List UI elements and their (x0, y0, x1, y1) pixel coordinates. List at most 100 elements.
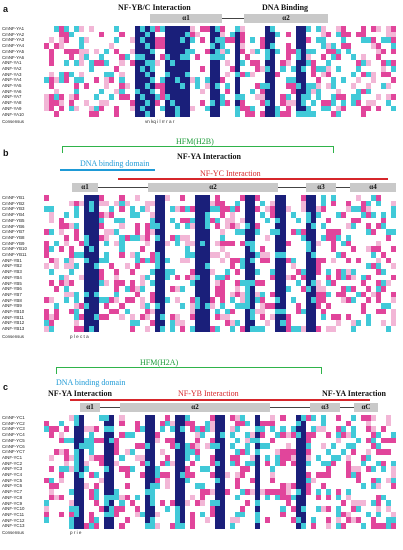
nfya-interaction-label-c-right: NF-YA Interaction (322, 389, 386, 398)
helix-c-ac-box: αC (354, 403, 378, 412)
alignment-row (44, 314, 397, 321)
alignment-row (44, 426, 397, 433)
alignment-row (44, 60, 397, 66)
alignment-block-c (44, 415, 397, 529)
alignment-row (44, 291, 397, 298)
alignment-row (44, 217, 397, 224)
hfm-h2b-bracket (62, 146, 334, 153)
alignment-row (44, 229, 397, 235)
alignment-row (44, 500, 397, 506)
alignment-row (44, 263, 397, 269)
nfya-interaction-label-c-left: NF-YA Interaction (48, 389, 112, 398)
alignment-row (44, 246, 397, 252)
nfyc-interaction-label: NF-YC Interaction (200, 169, 261, 178)
helix-connector-b1 (98, 187, 148, 188)
alignment-row (44, 506, 397, 512)
helix-connector-c2 (270, 407, 310, 408)
panel-c: c HFM(H2A) DNA binding domain NF-YA Inte… (0, 356, 403, 550)
helix-b-a1-box: α1 (72, 183, 98, 192)
alignment-row (44, 308, 397, 315)
sequence-names-b: CmNF-YB1 CmNF-YB2 CmNF-YB3 CmNF-YB4 CmNF-Y… (2, 195, 27, 332)
alignment-row (44, 43, 397, 49)
alignment-row (44, 437, 397, 444)
alignment-row (44, 523, 397, 529)
alignment-row (44, 82, 397, 89)
helix-a1-box: α1 (150, 14, 222, 23)
alignment-row (44, 268, 397, 275)
helix-connector-c3 (340, 407, 354, 408)
alignment-row (44, 325, 397, 332)
hfm-h2a-bracket (56, 367, 322, 374)
dna-binding-line-b (60, 169, 155, 171)
alignment-row (44, 471, 397, 478)
nfyb-interaction-line (70, 399, 370, 401)
panel-letter-c: c (3, 382, 9, 392)
dna-binding-domain-label-b: DNA binding domain (80, 159, 150, 168)
alignment-row (44, 206, 397, 213)
alignment-row (44, 212, 397, 218)
alignment-row (44, 26, 397, 32)
panel-letter-a: a (3, 4, 9, 14)
alignment-row (44, 195, 397, 201)
alignment-row (44, 251, 397, 258)
consensus-label-a: Consensus (2, 119, 24, 124)
alignment-row (44, 77, 397, 83)
alignment-row (44, 37, 397, 44)
alignment-block-a (44, 26, 397, 117)
alignment-row (44, 31, 397, 38)
consensus-text-a: vn kq i l rr r a r (145, 119, 175, 124)
panel-b: b HFM(H2B) NF-YA Interaction DNA binding… (0, 137, 403, 353)
alignment-row (44, 200, 397, 207)
consensus-text-c: p r i e (70, 530, 82, 535)
sequence-names-a: CmNF-YA1 CmNF-YA2 CmNF-YA3 CmNF-YA4 CmNF-Y… (2, 26, 25, 117)
consensus-label-b: Consensus (2, 334, 24, 339)
nfyb-c-interaction-label: NF-YB/C Interaction (118, 3, 191, 12)
helix-b-a4-box: α4 (350, 183, 396, 192)
helix-c-a2-box: α2 (120, 403, 270, 412)
alignment-row (44, 48, 397, 55)
alignment-row (44, 111, 397, 117)
helix-b-a2-box: α2 (148, 183, 278, 192)
alignment-row (44, 415, 397, 421)
alignment-row (44, 286, 397, 292)
alignment-row (44, 420, 397, 427)
helix-b-a3-box: α3 (306, 183, 336, 192)
alignment-row (44, 274, 397, 281)
alignment-row (44, 466, 397, 472)
helix-connector-a (222, 18, 244, 19)
alignment-row (44, 488, 397, 495)
alignment-row (44, 517, 397, 524)
alignment-row (44, 223, 397, 230)
dna-binding-domain-label-c: DNA binding domain (56, 378, 126, 387)
alignment-row (44, 511, 397, 518)
alignment-row (44, 449, 397, 455)
helix-connector-b2 (278, 187, 306, 188)
alignment-row (44, 483, 397, 489)
helix-connector-b3 (336, 187, 350, 188)
alignment-row (44, 303, 397, 309)
alignment-row (44, 477, 397, 484)
helix-a2-box: α2 (244, 14, 328, 23)
consensus-label-c: Consensus (2, 530, 24, 535)
alignment-row (44, 88, 397, 95)
alignment-row (44, 105, 397, 112)
nfyb-interaction-label: NF-YB Interaction (178, 389, 239, 398)
alignment-row (44, 494, 397, 501)
helix-connector-c1 (100, 407, 120, 408)
alignment-row (44, 460, 397, 467)
alignment-row (44, 54, 397, 61)
alignment-row (44, 94, 397, 100)
hfm-h2a-label: HFM(H2A) (140, 358, 179, 367)
nfya-interaction-label-b: NF-YA Interaction (177, 152, 241, 161)
nfyc-interaction-line (118, 178, 388, 180)
dna-binding-label: DNA Binding (262, 3, 309, 12)
alignment-row (44, 234, 397, 241)
alignment-row (44, 280, 397, 286)
sequence-names-c: CmNF-YC1 CmNF-YC2 CmNF-YC3 CmNF-YC4 CmNF-Y… (2, 415, 25, 529)
hfm-h2b-label: HFM(H2B) (176, 137, 214, 146)
alignment-row (44, 240, 397, 247)
helix-c-a3-box: α3 (310, 403, 340, 412)
helix-c-a1-box: α1 (80, 403, 100, 412)
panel-a: a NF-YB/C Interaction DNA Binding α1 α2 … (0, 0, 403, 165)
alignment-row (44, 71, 397, 78)
